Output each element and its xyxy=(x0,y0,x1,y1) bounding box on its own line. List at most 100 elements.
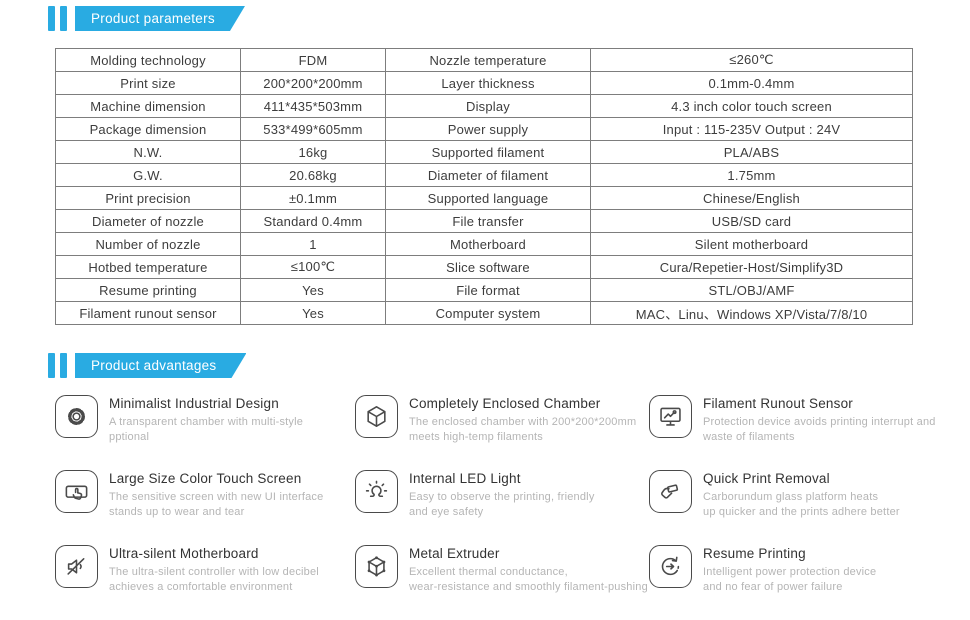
advantage-text: Completely Enclosed Chamber The enclosed … xyxy=(409,395,636,445)
enclosed-chamber-icon xyxy=(355,395,398,438)
advantage-title: Quick Print Removal xyxy=(703,471,830,486)
spec-label: Hotbed temperature xyxy=(55,255,241,279)
spec-row: Resume printing Yes File format STL/OBJ/AMF xyxy=(55,278,913,302)
advantage-text: Internal LED Light Easy to observe the pr… xyxy=(409,470,595,520)
spec-row: Diameter of nozzle Standard 0.4mm File tra… xyxy=(55,209,913,233)
advantage-text: Filament Runout Sensor Protection device … xyxy=(703,395,936,445)
spec-label: Supported filament xyxy=(385,140,591,164)
spec-row: Print precision ±0.1mm Supported language C… xyxy=(55,186,913,210)
advantage-text: Quick Print Removal Carborundum glass pla… xyxy=(703,470,900,520)
spec-table-body: Molding technology FDM Nozzle temperature ≤… xyxy=(55,48,913,325)
advantage-card: Large Size Color Touch Screen The sensiti… xyxy=(55,470,355,545)
spec-value: 411*435*503mm xyxy=(240,94,386,118)
spec-label: Display xyxy=(385,94,591,118)
parameters-banner: Product parameters xyxy=(75,6,245,31)
spec-value: PLA/ABS xyxy=(590,140,913,164)
spec-row: Number of nozzle 1 Motherboard Silent mothe… xyxy=(55,232,913,256)
metal-extruder-icon xyxy=(355,545,398,588)
advantage-description: Intelligent power protection device and … xyxy=(703,566,877,593)
spec-row: Filament runout sensor Yes Computer system… xyxy=(55,301,913,325)
advantages-title: Product advantages xyxy=(91,358,217,373)
advantage-card: Completely Enclosed Chamber The enclosed … xyxy=(355,395,649,470)
spec-value: MAC、Linu、Windows XP/Vista/7/8/10 xyxy=(590,301,913,325)
spec-label: Computer system xyxy=(385,301,591,325)
advantage-text: Metal Extruder Excellent thermal conducta… xyxy=(409,545,648,595)
advantage-description: The enclosed chamber with 200*200*200mm … xyxy=(409,416,637,443)
advantage-card: Minimalist Industrial Design A transparen… xyxy=(55,395,355,470)
resume-printing-icon xyxy=(649,545,692,588)
spec-label: Machine dimension xyxy=(55,94,241,118)
advantage-title: Completely Enclosed Chamber xyxy=(409,396,601,411)
spec-label: File format xyxy=(385,278,591,302)
spec-label: Layer thickness xyxy=(385,71,591,95)
spec-value: 533*499*605mm xyxy=(240,117,386,141)
spec-value: 1 xyxy=(240,232,386,256)
spec-label: Resume printing xyxy=(55,278,241,302)
gear-icon xyxy=(55,395,98,438)
accent-bar-icon xyxy=(60,6,67,31)
touch-screen-icon xyxy=(55,470,98,513)
spec-label: Number of nozzle xyxy=(55,232,241,256)
advantage-description: The ultra-silent controller with low dec… xyxy=(109,566,319,593)
spec-value: Standard 0.4mm xyxy=(240,209,386,233)
advantage-description: Easy to observe the printing, friendly a… xyxy=(409,491,595,518)
spec-label: Molding technology xyxy=(55,48,241,72)
spec-label: Print size xyxy=(55,71,241,95)
parameters-section-header: Product parameters xyxy=(48,6,970,31)
spec-value: 200*200*200mm xyxy=(240,71,386,95)
filament-runout-sensor-icon xyxy=(649,395,692,438)
spec-row: N.W. 16kg Supported filament PLA/ABS xyxy=(55,140,913,164)
advantage-description: A transparent chamber with multi-style p… xyxy=(109,416,304,443)
spec-value: ±0.1mm xyxy=(240,186,386,210)
spec-row: Machine dimension 411*435*503mm Display 4.3… xyxy=(55,94,913,118)
spec-value: Yes xyxy=(240,278,386,302)
advantages-banner: Product advantages xyxy=(75,353,246,378)
led-light-icon xyxy=(355,470,398,513)
spec-value: ≤260℃ xyxy=(590,48,913,72)
advantage-title: Minimalist Industrial Design xyxy=(109,396,279,411)
advantage-card: Quick Print Removal Carborundum glass pla… xyxy=(649,470,970,545)
spec-value: 1.75mm xyxy=(590,163,913,187)
spec-value: 0.1mm-0.4mm xyxy=(590,71,913,95)
spec-value: 16kg xyxy=(240,140,386,164)
spec-label: Power supply xyxy=(385,117,591,141)
spec-label: Motherboard xyxy=(385,232,591,256)
spec-value: ≤100℃ xyxy=(240,255,386,279)
spec-row: Package dimension 533*499*605mm Power supp… xyxy=(55,117,913,141)
advantage-title: Internal LED Light xyxy=(409,471,521,486)
spec-value: Input : 115-235V Output : 24V xyxy=(590,117,913,141)
accent-bar-icon xyxy=(48,353,55,378)
spec-value: 20.68kg xyxy=(240,163,386,187)
spec-label: N.W. xyxy=(55,140,241,164)
spec-value: 4.3 inch color touch screen xyxy=(590,94,913,118)
advantage-text: Minimalist Industrial Design A transparen… xyxy=(109,395,303,445)
spec-value: Silent motherboard xyxy=(590,232,913,256)
advantage-card: Ultra-silent Motherboard The ultra-silent… xyxy=(55,545,355,620)
advantages-grid: Minimalist Industrial Design A transparen… xyxy=(55,395,970,620)
advantage-text: Large Size Color Touch Screen The sensiti… xyxy=(109,470,323,520)
spec-label: Diameter of nozzle xyxy=(55,209,241,233)
spec-label: File transfer xyxy=(385,209,591,233)
advantage-text: Resume Printing Intelligent power protect… xyxy=(703,545,876,595)
spec-label: Print precision xyxy=(55,186,241,210)
spec-label: Diameter of filament xyxy=(385,163,591,187)
advantage-description: Carborundum glass platform heats up quic… xyxy=(703,491,900,518)
spec-row: Hotbed temperature ≤100℃ Slice software Cur… xyxy=(55,255,913,279)
advantage-card: Resume Printing Intelligent power protect… xyxy=(649,545,970,620)
advantage-description: Protection device avoids printing interr… xyxy=(703,416,936,443)
advantage-card: Filament Runout Sensor Protection device … xyxy=(649,395,970,470)
advantage-card: Internal LED Light Easy to observe the pr… xyxy=(355,470,649,545)
advantage-card: Metal Extruder Excellent thermal conducta… xyxy=(355,545,649,620)
advantage-description: Excellent thermal conductance, wear-resi… xyxy=(409,566,648,593)
spec-row: G.W. 20.68kg Diameter of filament 1.75mm xyxy=(55,163,913,187)
spec-label: Package dimension xyxy=(55,117,241,141)
spec-label: Nozzle temperature xyxy=(385,48,591,72)
spec-value: Chinese/English xyxy=(590,186,913,210)
advantage-title: Ultra-silent Motherboard xyxy=(109,546,259,561)
advantage-description: The sensitive screen with new UI interfa… xyxy=(109,491,324,518)
accent-bar-icon xyxy=(48,6,55,31)
mute-speaker-icon xyxy=(55,545,98,588)
advantages-section-header: Product advantages xyxy=(48,353,970,378)
spec-value: Cura/Repetier-Host/Simplify3D xyxy=(590,255,913,279)
spec-value: USB/SD card xyxy=(590,209,913,233)
